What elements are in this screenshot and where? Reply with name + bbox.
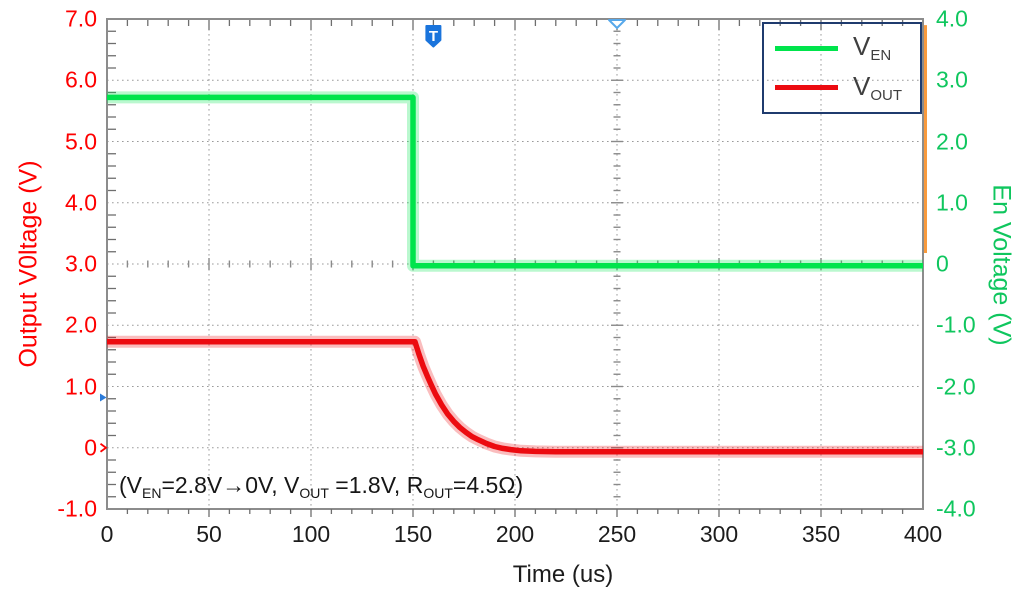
left-axis-title: Output V0ltage (V): [14, 160, 43, 368]
right-tick-label: -1.0: [936, 311, 976, 338]
legend-item-vout: VOUT: [764, 73, 920, 103]
right-tick-label: 2.0: [936, 128, 968, 154]
x-tick-label: 300: [699, 521, 739, 547]
annotation-segment: =4.5Ω): [452, 472, 524, 498]
blue-level-marker-icon: [100, 393, 107, 402]
right-tick-label: 3.0: [936, 66, 968, 93]
legend: VEN VOUT: [762, 22, 922, 114]
left-tick-label: -1.0: [57, 495, 97, 522]
right-tick-label: -2.0: [936, 373, 976, 399]
v_out-trace: [107, 339, 923, 455]
left-tick-label: 5.0: [65, 128, 97, 154]
left-tick-label: 1.0: [65, 373, 97, 399]
left-tick-label: 6.0: [65, 66, 97, 93]
annotation-segment: OUT: [299, 485, 329, 501]
ven-line-swatch: [775, 45, 838, 51]
right-tick-label: -3.0: [936, 434, 976, 461]
ven-legend-label: VEN: [853, 31, 892, 65]
vout-line-swatch: [775, 85, 838, 91]
v_en-trace: [107, 94, 923, 269]
x-tick-label: 350: [801, 521, 841, 547]
right-tick-label: 0: [936, 250, 949, 277]
left-tick-label: 3.0: [65, 250, 97, 277]
annotation-segment: OUT: [423, 485, 453, 501]
x-tick-label: 0: [100, 521, 114, 547]
right-tick-label: -4.0: [936, 495, 976, 522]
x-axis-title: Time (us): [512, 561, 614, 588]
condition-annotation: (VEN=2.8V→0V, VOUT =1.8V, ROUT=4.5Ω): [119, 472, 523, 501]
annotation-segment: =2.8V→0V, V: [161, 472, 300, 498]
annotation-segment: (V: [119, 472, 142, 498]
x-tick-label: 150: [393, 521, 433, 547]
left-tick-label: 2.0: [65, 311, 97, 338]
x-tick-label: 50: [196, 521, 222, 547]
right-tick-label: 4.0: [936, 5, 968, 32]
left-tick-label: 0: [84, 434, 97, 461]
red-level-marker-icon: [99, 443, 108, 453]
trigger-badge-icon: [425, 25, 442, 48]
x-tick-label: 100: [291, 521, 331, 547]
x-tick-label: 200: [495, 521, 535, 547]
cursor-triangle-icon: [608, 19, 626, 29]
right-axis-title: En Voltage (V): [987, 184, 1016, 346]
vout-legend-label: VOUT: [853, 70, 903, 104]
x-tick-label: 250: [597, 521, 637, 547]
annotation-segment: =1.8V, R: [328, 472, 424, 498]
legend-item-ven: VEN: [764, 33, 920, 63]
left-tick-label: 4.0: [65, 189, 97, 216]
annotation-segment: EN: [142, 485, 162, 501]
x-tick-label: 400: [903, 521, 943, 547]
left-tick-label: 7.0: [65, 5, 97, 32]
right-tick-label: 1.0: [936, 189, 968, 216]
trigger-badge-label: T: [429, 28, 438, 45]
